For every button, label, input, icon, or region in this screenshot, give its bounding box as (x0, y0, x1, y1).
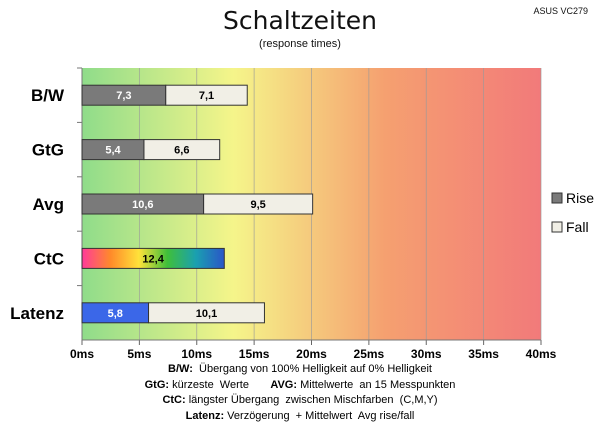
x-tick-label: 0ms (70, 347, 94, 361)
legend-label-fall: Fall (566, 219, 589, 235)
bar-rise (81, 247, 225, 269)
footnote-key: AVG: (270, 378, 298, 391)
legend-label-rise: Rise (566, 190, 594, 206)
chart-title: Schaltzeiten (222, 6, 377, 35)
footnote-key: GtG: (144, 378, 170, 391)
bar-fall-label: 6,6 (174, 145, 189, 157)
category-label: CtC (34, 249, 64, 268)
bar-fall (165, 84, 248, 106)
footnote-ctc: CtC: längster Übergang zwischen Mischfar… (0, 393, 600, 409)
x-tick-label: 15ms (239, 347, 270, 361)
bar-fall-label: 10,1 (196, 308, 217, 320)
bar-fall (203, 193, 314, 215)
footnote-key: B/W: (168, 363, 193, 375)
footnote-text: kürzeste Werte (169, 378, 271, 391)
legend-swatch-rise (551, 192, 563, 204)
bar-rise-label: 12,4 (142, 253, 164, 265)
legend-swatch-fall (551, 221, 563, 233)
footnotes: B/W: Übergang von 100% Helligkeit auf 0%… (0, 362, 600, 424)
x-tick-label: 5ms (127, 347, 151, 361)
category-label: Avg (33, 195, 65, 214)
footnote-text: längster Übergang zwischen Mischfarben (… (185, 394, 438, 406)
bar-rise-label: 7,3 (116, 90, 131, 102)
monitor-model-label: ASUS VC279 (533, 6, 588, 16)
bar-rise-label: 5,4 (105, 145, 121, 157)
category-label: GtG (32, 141, 64, 160)
bar-rise-label: 10,6 (132, 199, 153, 211)
x-tick-label: 30ms (411, 347, 442, 361)
footnote-key: CtC: (162, 394, 186, 406)
category-label: B/W (31, 86, 65, 105)
footnote-key: Latenz: (185, 409, 225, 422)
footnote-latency: Latenz: Verzögerung + Mittelwert Avg ris… (0, 409, 600, 425)
footnote-text: Mittelwerte an 15 Messpunkten (297, 378, 456, 391)
x-tick-label: 35ms (468, 347, 499, 361)
x-tick-label: 40ms (526, 347, 557, 361)
footnote-gtg-avg: GtG: kürzeste Werte AVG: Mittelwerte an … (0, 378, 600, 394)
footnote-text: Übergang von 100% Helligkeit auf 0% Hell… (192, 363, 432, 375)
x-tick-label: 10ms (181, 347, 212, 361)
x-tick-label: 25ms (354, 347, 385, 361)
bar-rise-label: 5,8 (108, 308, 123, 320)
chart-subtitle: (response times) (259, 38, 341, 50)
bar-fall (143, 139, 221, 161)
bar-fall (148, 302, 265, 324)
x-tick-label: 20ms (296, 347, 327, 361)
category-label: Latenz (10, 304, 64, 323)
footnote-text: Verzögerung + Mittelwert Avg rise/fall (224, 409, 415, 422)
bar-fall-label: 7,1 (199, 90, 214, 102)
bar-fall-label: 9,5 (250, 199, 265, 211)
footnote-bw: B/W: Übergang von 100% Helligkeit auf 0%… (0, 362, 600, 378)
